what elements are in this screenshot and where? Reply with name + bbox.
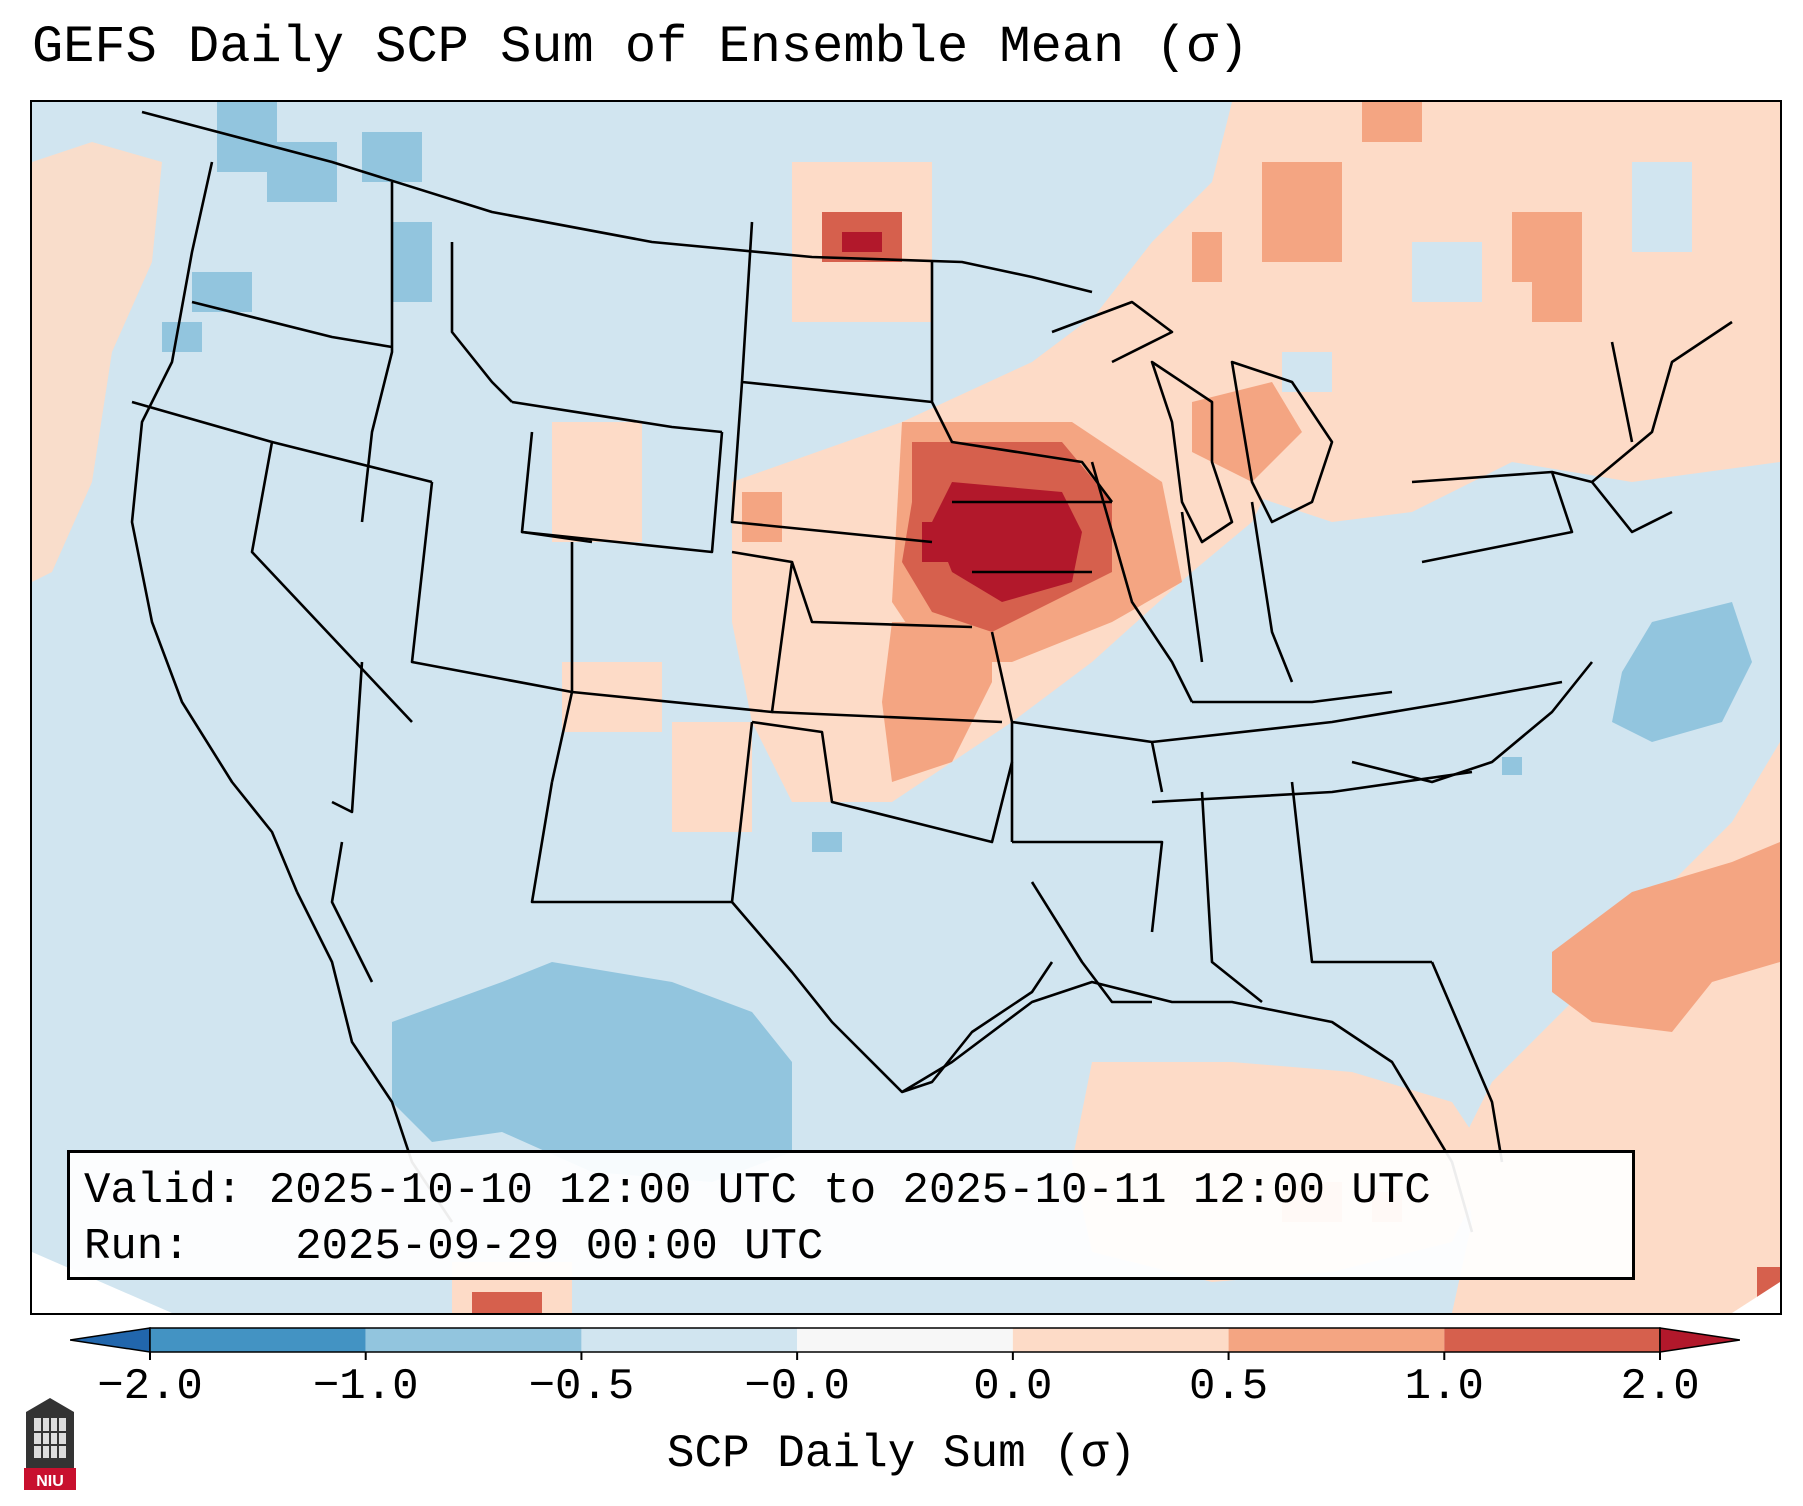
colorbar	[70, 1327, 1740, 1360]
colorbar-tick-label: 0.0	[973, 1362, 1053, 1412]
valid-value: 2025-10-10 12:00 UTC to 2025-10-11 12:00…	[268, 1166, 1431, 1216]
map-panel	[30, 100, 1782, 1315]
colorbar-tick-label: −0.0	[744, 1362, 850, 1412]
chart-title: GEFS Daily SCP Sum of Ensemble Mean (σ)	[32, 18, 1249, 77]
logo-text: NIU	[36, 1473, 64, 1490]
niu-logo: NIU	[20, 1392, 80, 1497]
colorbar-segment	[365, 1328, 582, 1352]
colorbar-tick-label: 2.0	[1620, 1362, 1700, 1412]
colorbar-tick-label: −0.5	[528, 1362, 635, 1412]
colorbar-segment	[150, 1328, 366, 1352]
colorbar-tick-label: −2.0	[97, 1362, 203, 1412]
run-label: Run:	[84, 1222, 190, 1272]
negative-anomaly-atlantic	[1612, 602, 1752, 742]
colorbar-tick-label: 0.5	[1188, 1362, 1269, 1412]
colorbar-extend-high	[1659, 1327, 1740, 1353]
max-anomaly-iowa	[902, 442, 1112, 632]
colorbar-extend-low	[70, 1327, 151, 1353]
positive-anomaly-pacific	[32, 142, 162, 582]
valid-run-info-box: Valid: 2025-10-10 12:00 UTC to 2025-10-1…	[67, 1150, 1635, 1280]
run-value: 2025-09-29 00:00 UTC	[295, 1222, 824, 1272]
anomaly-map	[32, 102, 1780, 1313]
valid-row: Valid: 2025-10-10 12:00 UTC to 2025-10-1…	[84, 1163, 1618, 1219]
valid-label: Valid:	[84, 1166, 243, 1216]
negative-anomaly-mexico	[392, 962, 792, 1182]
colorbar-segment	[1444, 1328, 1660, 1352]
colorbar-segment	[581, 1328, 798, 1352]
colorbar-segment	[1228, 1328, 1445, 1352]
colorbar-tick-label: −1.0	[312, 1362, 419, 1412]
colorbar-segment	[797, 1328, 1013, 1352]
state-borders	[130, 110, 1733, 1233]
colorbar-label: SCP Daily Sum (σ)	[666, 1428, 1137, 1480]
colorbar-tick-label: 1.0	[1404, 1362, 1484, 1412]
positive-anomaly-dakotas	[792, 162, 932, 322]
run-row: Run: 2025-09-29 00:00 UTC	[84, 1219, 1618, 1275]
colorbar-segment	[1012, 1328, 1229, 1352]
